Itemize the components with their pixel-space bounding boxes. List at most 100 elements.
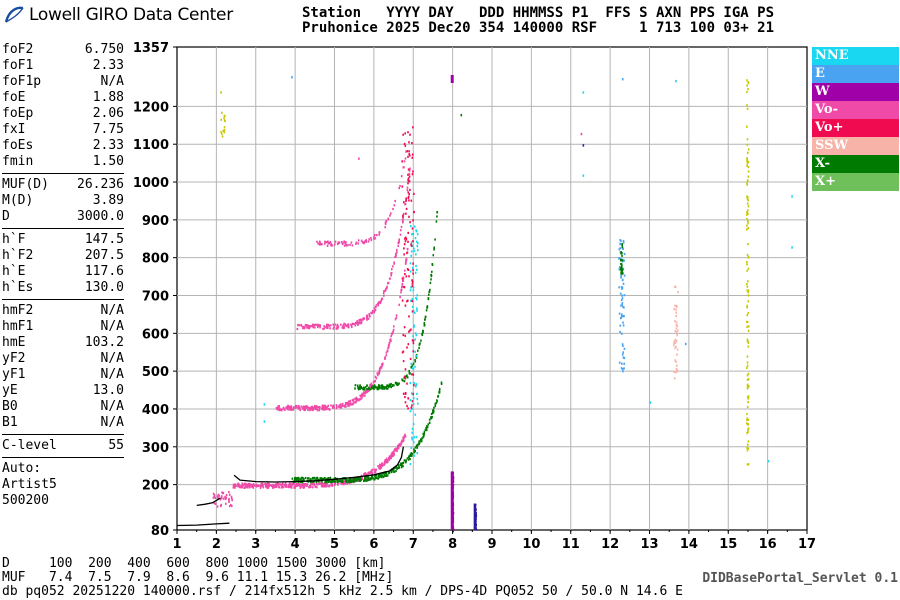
echo-point [326,244,329,247]
param-label: foEs [2,138,34,153]
echo-point [407,131,409,134]
echo-point [400,229,402,232]
echo-point [366,314,369,317]
echo-point [316,483,319,486]
param-label: foE [2,90,26,105]
echo-point [405,375,408,378]
echo-point [408,215,410,218]
echo-point [405,257,408,260]
echo-point [410,446,413,449]
echo-point [404,375,406,378]
echo-point [371,310,374,313]
echo-point [315,483,318,486]
echo-point [340,480,343,483]
echo-point [580,132,583,136]
echo-point [292,408,295,411]
echo-point [374,468,376,471]
echo-point [747,427,750,430]
echo-point [413,192,415,195]
echo-point [345,324,347,327]
param-value: N/A [100,415,124,430]
echo-point [622,344,624,347]
echo-point [416,298,418,301]
echo-point [375,377,378,380]
echo-point [355,396,358,399]
echo-point [413,325,415,329]
echo-point [221,135,224,138]
y-tick-label: 200 [142,479,169,494]
echo-point [403,459,406,462]
echo-point [373,235,375,238]
echo-point [402,217,404,220]
echo-point [263,420,266,423]
echo-point [343,480,346,483]
echo-point [403,142,406,145]
echo-point [420,339,422,342]
echo-point [290,486,293,489]
legend-entry: Vo+ [812,119,899,137]
echo-point [677,329,679,332]
echo-point [746,285,749,288]
echo-point [673,308,676,311]
echo-point [355,242,357,245]
echo-point [621,362,623,365]
echo-point [376,386,378,389]
echo-point [334,480,336,483]
echo-point [370,238,373,242]
echo-point [404,395,406,399]
echo-point [397,244,400,247]
echo-point [747,329,750,332]
echo-point [216,505,219,508]
echo-point [675,339,678,343]
echo-point [320,482,323,485]
echo-point [383,474,386,478]
echo-point [379,463,381,466]
echo-point [371,384,373,387]
echo-point [676,364,678,367]
echo-point [349,399,351,403]
echo-point [350,480,352,483]
y-tick-label: 80 [151,524,169,539]
echo-point [409,357,412,360]
echo-point [284,482,287,486]
echo-point [747,440,750,443]
echo-point [619,242,621,245]
echo-point [359,384,361,387]
echo-point [406,457,409,460]
echo-point [407,168,410,171]
echo-point [354,397,356,400]
echo-point [413,324,415,327]
echo-point [373,307,376,310]
echo-point [219,498,222,501]
echo-point [368,476,370,479]
echo-point [330,404,332,407]
echo-point [285,406,287,409]
echo-point [357,239,360,242]
echo-point [365,240,368,243]
echo-point [321,243,323,246]
echo-point [746,159,748,162]
echo-point [403,243,406,246]
x-tick-label: 7 [409,537,418,552]
echo-point [282,486,285,489]
echo-point [405,238,408,241]
echo-point [411,142,413,145]
trace-line [176,522,230,527]
echo-point [223,129,226,132]
echo-point [299,478,302,481]
echo-point [746,412,748,416]
echo-point [305,484,308,487]
echo-point [308,485,310,488]
param-row: foF1p N/A [2,74,124,90]
echo-point [431,270,433,273]
echo-point [361,387,363,390]
echo-point [352,398,355,401]
echo-point [311,486,314,489]
echo-point [324,242,326,245]
echo-point [309,325,311,328]
echo-point [363,242,365,245]
echo-point [746,338,749,341]
echo-point [396,449,398,452]
echo-point [380,474,382,477]
param-separator [2,457,124,458]
